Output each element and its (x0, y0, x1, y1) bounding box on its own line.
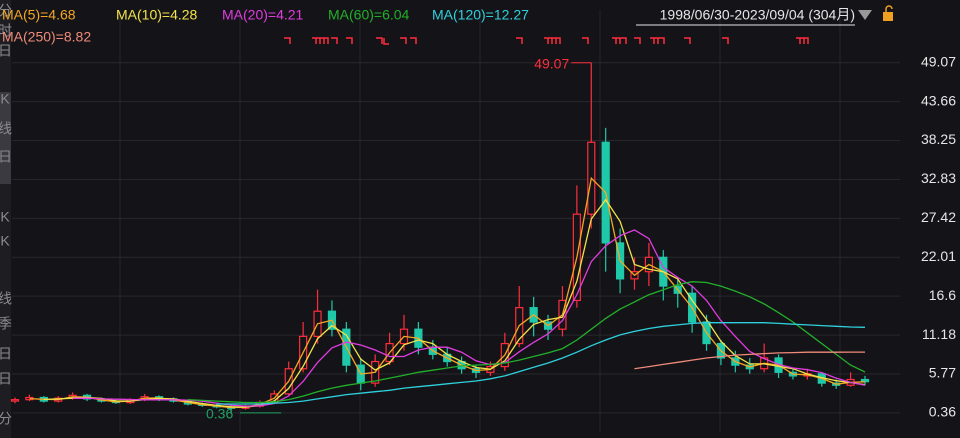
signal-markers (284, 37, 809, 45)
sidebar-item: 分 (0, 3, 12, 19)
sidebar-item: 日 (0, 371, 12, 387)
y-tick-label: 16.6 (929, 287, 956, 303)
legend-entry: MA(250)=8.82 (2, 29, 91, 45)
sidebar-item: 线 (0, 121, 12, 137)
legend-entry: MA(60)=6.04 (328, 7, 410, 23)
y-tick-label: 0.36 (929, 404, 956, 420)
legend-entry: MA(120)=12.27 (432, 7, 529, 23)
dropdown-icon[interactable] (858, 10, 872, 20)
ma-line (187, 281, 866, 404)
y-tick-label: 32.83 (921, 170, 956, 186)
sidebar-item: 线 (0, 291, 12, 307)
sidebar-item: 日 (0, 346, 12, 362)
y-tick-label: 5.77 (929, 365, 956, 381)
sidebar-item: 分 (0, 411, 12, 427)
ma-line (634, 351, 865, 370)
y-tick-label: 49.07 (921, 53, 956, 69)
y-tick-label: 43.66 (921, 92, 956, 108)
legend-entry: MA(20)=4.21 (222, 7, 304, 23)
lock-icon[interactable] (883, 5, 893, 21)
sidebar-item: K (0, 91, 10, 107)
sidebar-item: 日 (0, 43, 12, 59)
y-tick-label: 38.25 (921, 131, 956, 147)
sidebar (0, 0, 11, 438)
legend-entry: MA(5)=4.68 (2, 7, 76, 23)
ma-line (72, 229, 866, 407)
sidebar-item: 季 (0, 316, 12, 332)
sidebar-item: K (0, 233, 10, 249)
candle-body (10, 399, 20, 402)
sidebar-active (0, 92, 11, 184)
lock-body (883, 12, 893, 21)
max-label: 49.07 (534, 55, 569, 71)
sidebar-item: 时 (0, 23, 12, 39)
min-label: 0.36 (206, 406, 233, 422)
candle-body (860, 378, 870, 383)
ma-line (216, 322, 866, 405)
y-tick-label: 27.42 (921, 209, 956, 225)
lock-shackle (885, 5, 893, 12)
y-tick-label: 11.18 (922, 326, 956, 342)
y-tick-label: 22.01 (921, 248, 956, 264)
legend-entry: MA(10)=4.28 (116, 7, 198, 23)
sidebar-item: 日 (0, 149, 12, 165)
sidebar-item: K (0, 209, 10, 225)
date-range[interactable]: 1998/06/30-2023/09/04 (304月) (660, 7, 855, 23)
